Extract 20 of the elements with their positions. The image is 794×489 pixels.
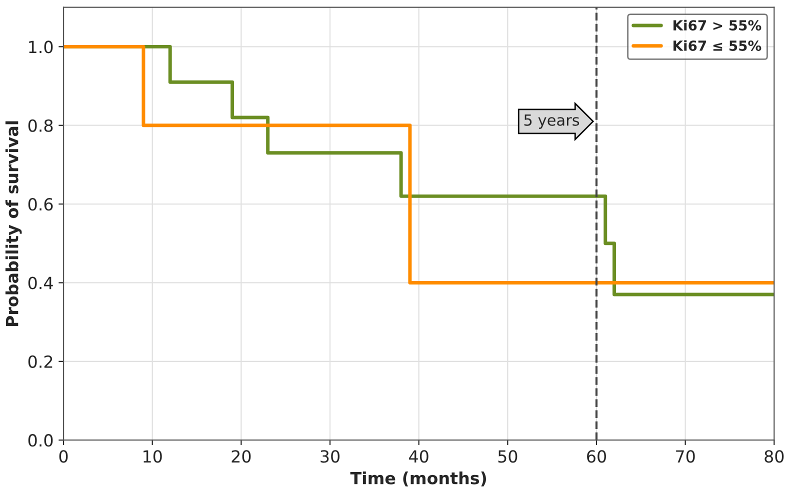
x-tick-label: 20 — [232, 450, 251, 463]
x-tick-label: 40 — [409, 450, 428, 463]
y-axis-title: Probability of survival — [5, 121, 22, 326]
legend-label: Ki67 ≤ 55% — [674, 40, 762, 51]
x-tick-label: 30 — [320, 450, 340, 463]
x-tick-label: 70 — [676, 450, 695, 463]
x-axis-title: Time (months) — [350, 472, 486, 486]
y-tick-label: 0.2 — [28, 355, 52, 368]
x-tick-label: 0 — [59, 450, 68, 463]
ref-line-label: 5 years — [524, 114, 580, 129]
y-tick-label: 0.4 — [28, 276, 53, 290]
legend-label: Ki67 > 55% — [674, 20, 762, 31]
y-tick-label: 1.0 — [29, 40, 53, 54]
x-tick-label: 80 — [764, 450, 784, 463]
y-tick-label: 0.6 — [28, 198, 53, 211]
x-tick-label: 60 — [587, 450, 606, 463]
x-tick-label: 10 — [144, 450, 162, 463]
y-tick-label: 0.8 — [28, 119, 53, 132]
y-tick-label: 0.0 — [28, 434, 53, 447]
x-tick-label: 50 — [498, 450, 518, 463]
